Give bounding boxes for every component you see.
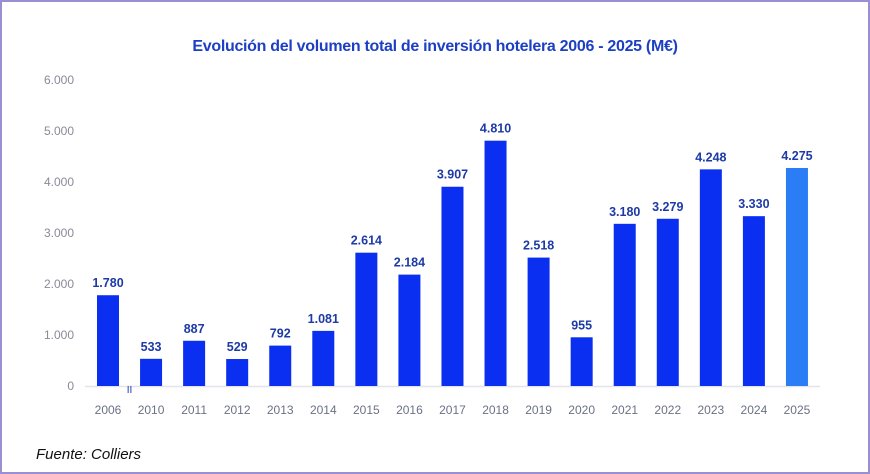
bar-2010 xyxy=(140,358,163,386)
x-tick-label: 2010 xyxy=(138,403,165,417)
data-label-2019: 2.518 xyxy=(523,239,554,253)
bar-2023 xyxy=(699,169,722,386)
data-label-2023: 4.248 xyxy=(695,150,726,164)
x-tick-label: 2015 xyxy=(353,403,380,417)
x-tick-label: 2006 xyxy=(95,403,122,417)
x-tick-label: 2020 xyxy=(568,403,595,417)
bar-2017 xyxy=(441,186,464,386)
data-label-2017: 3.907 xyxy=(437,168,468,182)
x-tick-label: 2011 xyxy=(181,403,207,417)
bar-2012 xyxy=(226,359,249,386)
y-tick-label: 5.000 xyxy=(44,124,74,138)
y-tick-label: 1.000 xyxy=(44,328,74,342)
bar-2013 xyxy=(269,345,292,386)
bar-2018 xyxy=(484,140,507,386)
data-label-2014: 1.081 xyxy=(308,312,339,326)
bar-2011 xyxy=(183,340,206,386)
data-label-2021: 3.180 xyxy=(609,205,640,219)
bar-2015 xyxy=(355,252,378,386)
data-label-2011: 887 xyxy=(184,322,205,336)
bar-2014 xyxy=(312,330,335,386)
x-tick-label: 2014 xyxy=(310,403,337,417)
data-label-2024: 3.330 xyxy=(738,197,769,211)
x-tick-label: 2016 xyxy=(396,403,423,417)
bar-2016 xyxy=(398,274,421,386)
x-tick-label: 2013 xyxy=(267,403,294,417)
x-tick-label: 2018 xyxy=(482,403,509,417)
x-tick-label: 2019 xyxy=(525,403,552,417)
data-label-2022: 3.279 xyxy=(652,200,683,214)
y-tick-label: 0 xyxy=(67,379,74,393)
x-tick-label: 2021 xyxy=(611,403,638,417)
data-label-2006: 1.780 xyxy=(92,276,123,290)
y-tick-label: 3.000 xyxy=(44,226,74,240)
chart-title: Evolución del volumen total de inversión… xyxy=(192,38,678,55)
data-label-2025: 4.275 xyxy=(781,149,812,163)
bar-2024 xyxy=(742,216,765,386)
x-tick-label: 2023 xyxy=(697,403,724,417)
y-tick-label: 6.000 xyxy=(44,73,74,87)
data-label-2016: 2.184 xyxy=(394,256,425,270)
bar-2022 xyxy=(656,218,679,386)
bar-2021 xyxy=(613,223,636,386)
data-label-2015: 2.614 xyxy=(351,234,382,248)
x-tick-label: 2025 xyxy=(784,403,811,417)
data-label-2018: 4.810 xyxy=(480,122,511,136)
y-tick-label: 2.000 xyxy=(44,277,74,291)
data-label-2020: 955 xyxy=(571,318,592,332)
y-tick-label: 4.000 xyxy=(44,175,74,189)
data-label-2013: 792 xyxy=(270,327,291,341)
bar-2020 xyxy=(570,337,593,386)
data-label-2012: 529 xyxy=(227,340,248,354)
bar-2019 xyxy=(527,257,550,386)
axis-break-marker: II xyxy=(127,385,133,396)
x-tick-label: 2024 xyxy=(741,403,768,417)
source-note: Fuente: Colliers xyxy=(36,446,142,463)
data-label-2010: 533 xyxy=(141,340,162,354)
bar-2006 xyxy=(97,295,119,386)
x-tick-label: 2012 xyxy=(224,403,251,417)
bar-2025 xyxy=(785,167,808,386)
x-tick-label: 2017 xyxy=(439,403,466,417)
x-tick-label: 2022 xyxy=(654,403,681,417)
